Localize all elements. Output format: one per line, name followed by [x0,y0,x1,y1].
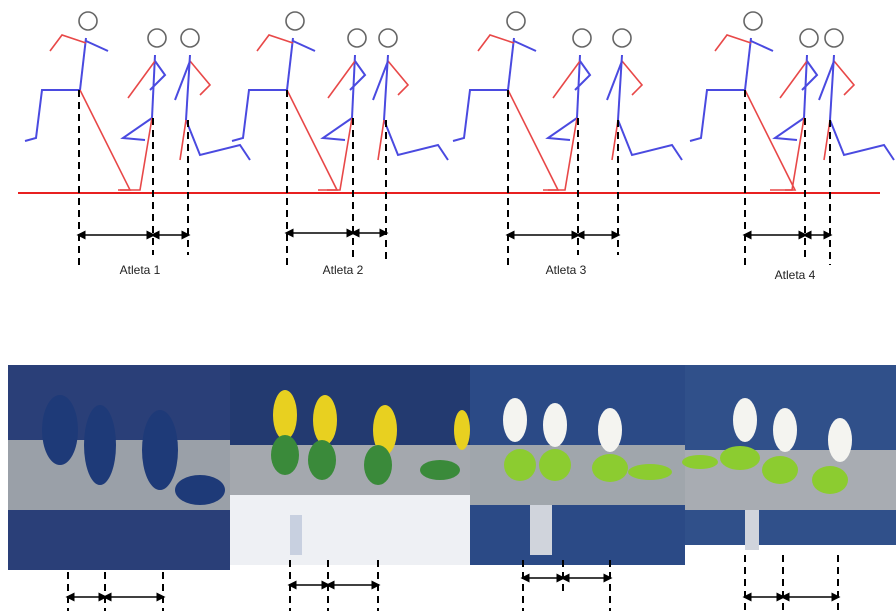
stick-figures [25,12,894,190]
top-measures [79,90,830,270]
athlete-label: Atleta 2 [323,263,364,277]
photo-composite [8,365,896,570]
athlete-label: Atleta 1 [120,263,161,277]
athlete-label: Atleta 4 [775,268,816,282]
athlete-label: Atleta 3 [546,263,587,277]
figure: Atleta 1 Atleta 2 Atleta 3 Atleta 4 [0,0,896,611]
